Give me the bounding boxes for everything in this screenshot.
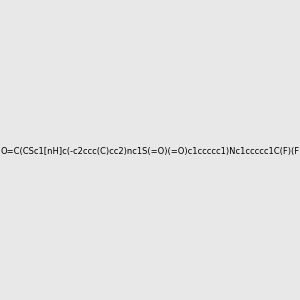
Text: O=C(CSc1[nH]c(-c2ccc(C)cc2)nc1S(=O)(=O)c1ccccc1)Nc1ccccc1C(F)(F)F: O=C(CSc1[nH]c(-c2ccc(C)cc2)nc1S(=O)(=O)c…	[0, 147, 300, 156]
